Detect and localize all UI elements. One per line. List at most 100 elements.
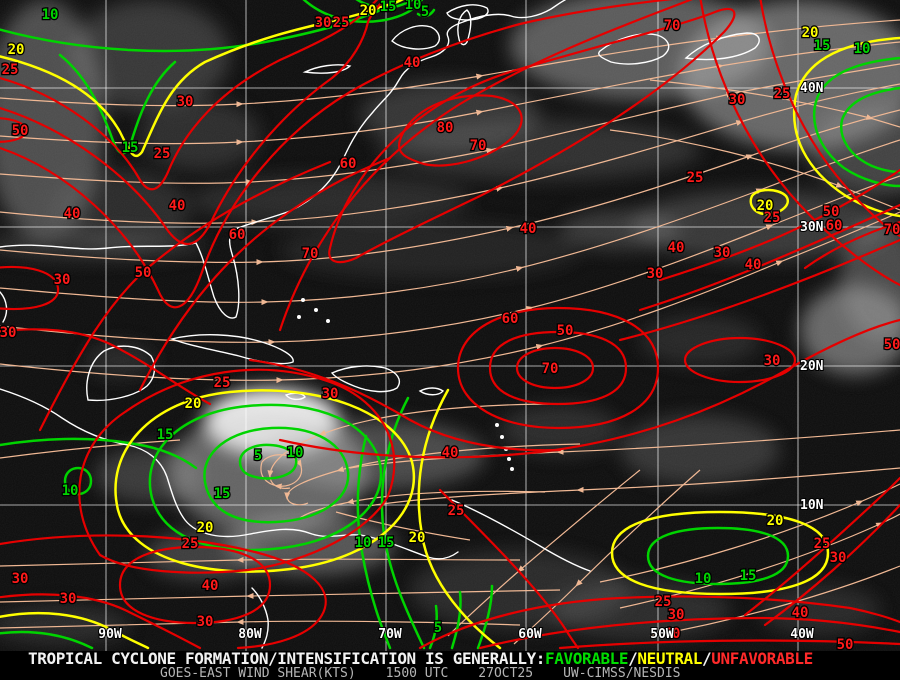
caption-separator: / <box>702 649 712 668</box>
shear-contour <box>658 168 900 282</box>
shear-value-label: 10 <box>405 0 422 13</box>
shear-contour <box>476 584 494 650</box>
shear-value-label: 70 <box>302 246 319 262</box>
shear-value-label: 10 <box>62 483 79 499</box>
longitude-label: 60W <box>518 627 542 642</box>
shear-contour <box>610 510 830 596</box>
streamline-layer <box>0 19 900 645</box>
shear-contour <box>478 616 900 650</box>
shear-value-label: 25 <box>214 375 231 391</box>
caption-neutral: NEUTRAL <box>637 649 703 668</box>
shear-value-label: 5 <box>421 4 429 20</box>
shear-value-label: 40 <box>668 240 685 256</box>
shear-value-label: 40 <box>792 605 809 621</box>
island <box>495 423 499 427</box>
status-caption: TROPICAL CYCLONE FORMATION/INTENSIFICATI… <box>0 651 900 667</box>
shear-value-label: 25 <box>182 536 199 552</box>
shear-contour <box>743 476 900 617</box>
shear-value-label: 20 <box>8 42 25 58</box>
product-name: GOES-EAST WIND SHEAR(KTS) <box>160 666 356 680</box>
shear-value-label: 30 <box>668 607 685 623</box>
shear-value-label: 50 <box>557 323 574 339</box>
shear-value-label: 30 <box>647 266 664 282</box>
shear-value-label: 20 <box>757 198 774 214</box>
caption-separator: / <box>628 649 638 668</box>
shear-contour <box>450 590 462 650</box>
shear-contour <box>759 0 900 238</box>
shear-value-label: 15 <box>378 535 395 551</box>
shear-contour <box>278 318 900 459</box>
credit-caption: GOES-EAST WIND SHEAR(KTS) 1500 UTC 27OCT25… <box>0 667 900 680</box>
graticule-label-layer: 40N 30N 20N 10N 90W 80W 70W 60W 50W 40W <box>97 80 824 643</box>
shear-contour <box>148 403 383 552</box>
shear-value-label: 25 <box>687 170 704 186</box>
streamline <box>367 467 900 507</box>
shear-value-label: 40 <box>64 206 81 222</box>
island <box>326 319 330 323</box>
shear-value-label: 30 <box>60 591 77 607</box>
caption-prefix: TROPICAL CYCLONE FORMATION/INTENSIFICATI… <box>28 649 546 668</box>
shear-value-label: 15 <box>122 140 139 156</box>
wind-shear-map: 25 30 50 25 40 40 30 50 60 30 30 25 40 80 70 60 70 40 70 25… <box>0 0 900 652</box>
streamline <box>284 443 581 506</box>
shear-contour <box>699 0 900 287</box>
shear-value-label: 30 <box>714 245 731 261</box>
streamline <box>609 129 900 211</box>
shear-value-label: 20 <box>185 396 202 412</box>
island <box>297 315 301 319</box>
shear-contour <box>0 611 150 650</box>
streamline <box>335 511 471 541</box>
shear-value-label: 25 <box>448 503 465 519</box>
coastline <box>302 64 352 74</box>
shear-contour <box>416 8 436 18</box>
longitude-label: 70W <box>378 627 402 642</box>
shear-contour <box>840 86 900 174</box>
shear-contour <box>803 220 900 270</box>
caption-unfavorable: UNFAVORABLE <box>711 649 813 668</box>
latitude-label: 10N <box>800 498 824 513</box>
shear-value-label: 30 <box>197 614 214 630</box>
shear-value-label: 20 <box>409 530 426 546</box>
shear-contour <box>428 604 438 650</box>
shear-value-label: 50 <box>12 123 29 139</box>
streamline <box>0 211 900 384</box>
shear-contour <box>397 94 523 167</box>
streamline <box>267 403 561 489</box>
latitude-label: 30N <box>800 220 824 235</box>
shear-value-label: 25 <box>814 536 831 552</box>
shear-contour <box>138 156 392 392</box>
island <box>510 467 514 471</box>
shear-value-label: 70 <box>664 18 681 34</box>
island <box>314 308 318 312</box>
streamline <box>299 490 546 519</box>
shear-contour <box>278 0 693 332</box>
streamline <box>0 556 521 567</box>
coastline-layer <box>0 0 760 649</box>
shear-contour <box>456 306 660 430</box>
shear-contour <box>114 389 415 573</box>
shear-value-label: 50 <box>837 637 854 652</box>
valid-date: 27OCT25 <box>478 666 534 680</box>
shear-contour <box>418 595 900 650</box>
shear-contour <box>302 0 424 23</box>
shear-value-label: 10 <box>854 41 871 57</box>
shear-contour <box>203 426 350 524</box>
shear-value-label: 15 <box>740 568 757 584</box>
shear-contour <box>238 443 298 480</box>
shear-value-label: 20 <box>197 520 214 536</box>
shear-value-label: 25 <box>154 146 171 162</box>
shear-contour <box>0 117 28 143</box>
shear-value-label: 50 <box>135 265 152 281</box>
shear-value-label: 30 <box>177 94 194 110</box>
shear-value-label: 80 <box>437 120 454 136</box>
shear-value-label: 20 <box>360 3 377 19</box>
shear-contour <box>78 368 396 574</box>
shear-value-label: 50 <box>884 337 900 353</box>
shear-value-label: 30 <box>315 15 332 31</box>
shear-value-label: 40 <box>442 445 459 461</box>
streamline <box>649 565 900 637</box>
shear-contour <box>0 0 386 246</box>
shear-contour <box>0 265 60 311</box>
shear-contour <box>0 328 212 406</box>
